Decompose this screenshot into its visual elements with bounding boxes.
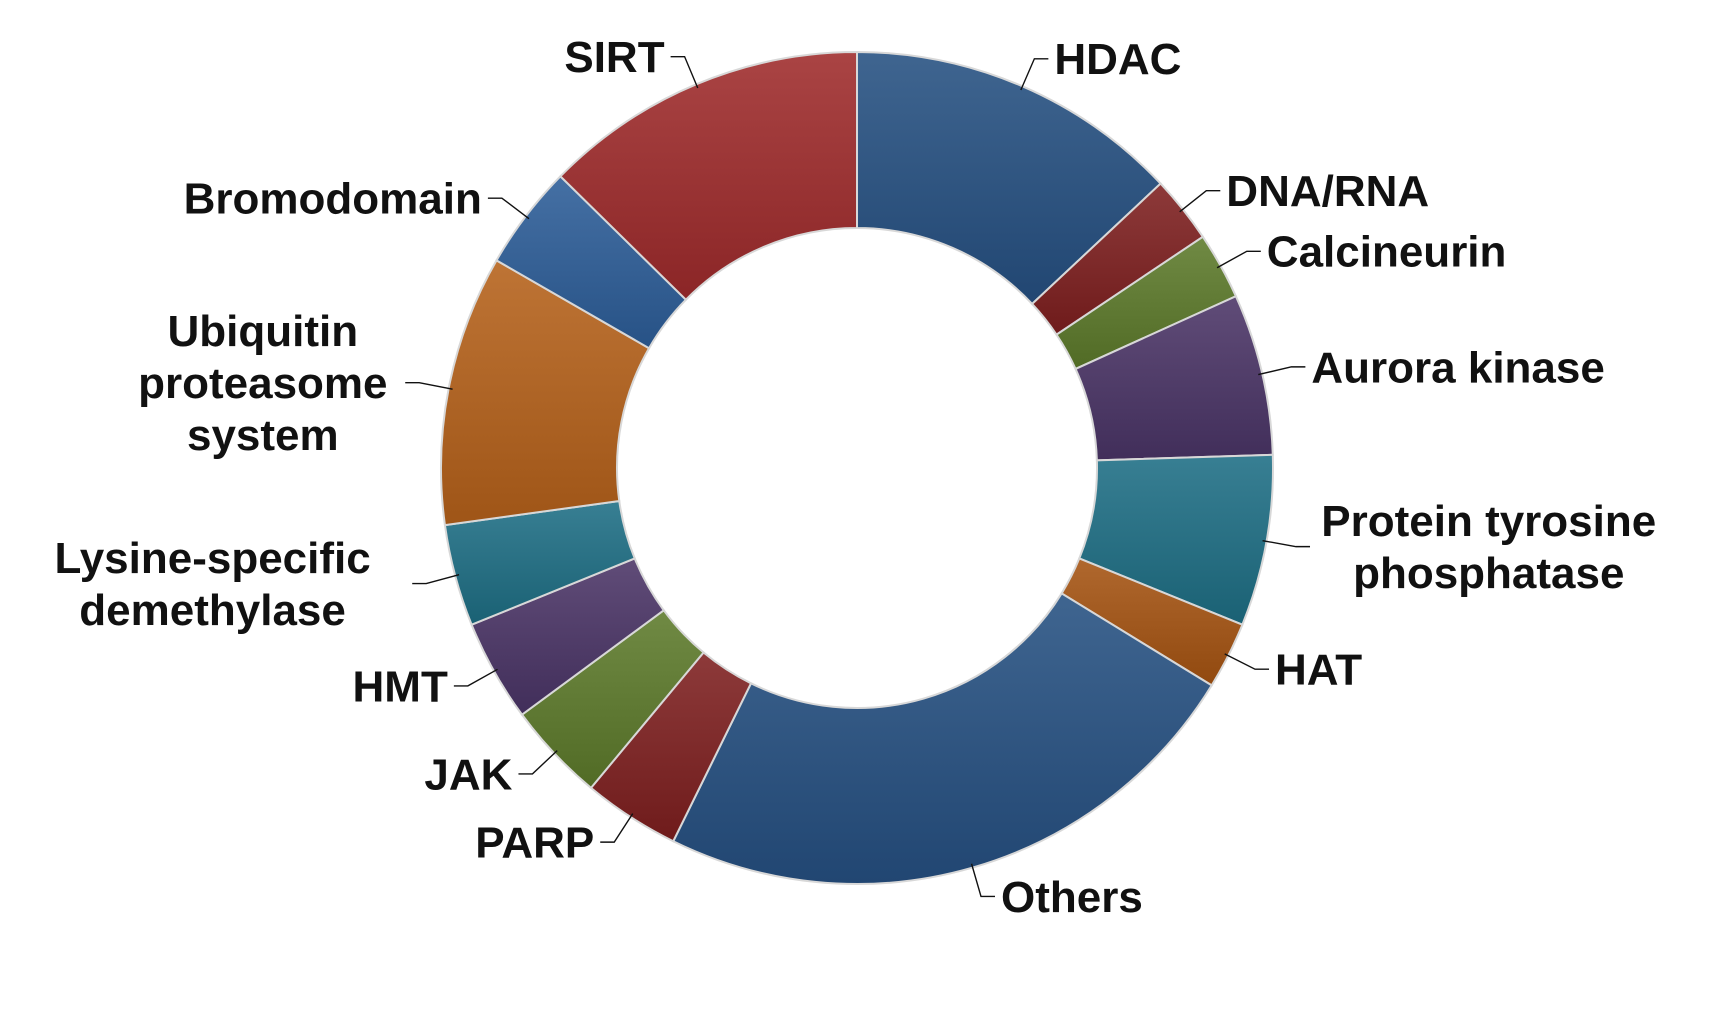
slice-label-dna-rna: DNA/RNA bbox=[1226, 167, 1429, 216]
slice-label-line: Aurora kinase bbox=[1311, 343, 1604, 392]
slice-label-others: Others bbox=[1001, 873, 1143, 922]
slice-others bbox=[671, 592, 1214, 885]
slice-label-line: Calcineurin bbox=[1267, 228, 1507, 277]
slice-label-line: Bromodomain bbox=[184, 175, 482, 224]
slice-label-line: PARP bbox=[475, 819, 594, 868]
leader-line-parp bbox=[600, 813, 634, 843]
leader-line-protein-tyrosine-phosphatase bbox=[1262, 539, 1311, 548]
slice-label-hmt: HMT bbox=[353, 662, 448, 711]
slice-label-line: SIRT bbox=[564, 33, 664, 82]
slice-label-line: HAT bbox=[1275, 646, 1362, 695]
leader-line-hat bbox=[1224, 653, 1270, 670]
leader-line-sirt bbox=[670, 55, 699, 89]
slice-label-line: Others bbox=[1001, 873, 1143, 922]
slice-label-ubiquitin-proteasome-system: Ubiquitin proteasome system bbox=[138, 307, 387, 460]
slice-label-line: JAK bbox=[424, 750, 512, 799]
labels-layer: HDAC DNA/RNA Calcineurin Aurora kinase Prote… bbox=[54, 33, 1656, 922]
slice-label-jak: JAK bbox=[424, 750, 512, 799]
slice-label-line: Protein tyrosine bbox=[1321, 497, 1656, 546]
slice-label-line: demethylase bbox=[79, 586, 346, 635]
slice-label-protein-tyrosine-phosphatase: Protein tyrosine phosphatase bbox=[1321, 497, 1656, 598]
slice-label-line: Lysine-specific bbox=[54, 534, 370, 583]
slice-label-line: proteasome bbox=[138, 359, 387, 408]
leader-line-calcineurin bbox=[1216, 250, 1261, 269]
slice-label-parp: PARP bbox=[475, 819, 594, 868]
slice-sirt bbox=[558, 50, 858, 302]
slice-label-line: system bbox=[187, 411, 339, 460]
slice-label-line: HDAC bbox=[1054, 35, 1181, 84]
slice-label-bromodomain: Bromodomain bbox=[184, 175, 482, 224]
slice-label-line: HMT bbox=[353, 662, 448, 711]
slice-label-hat: HAT bbox=[1275, 646, 1362, 695]
slice-label-lysine-specific-demethylase: Lysine-specific demethylase bbox=[54, 534, 370, 635]
leader-line-hmt bbox=[453, 668, 498, 687]
leader-line-dna-rna bbox=[1179, 189, 1221, 213]
slice-label-aurora-kinase: Aurora kinase bbox=[1311, 343, 1604, 392]
leader-line-lysine-specific-demethylase bbox=[412, 574, 460, 585]
leader-lines-layer bbox=[405, 55, 1311, 898]
slice-label-line: DNA/RNA bbox=[1226, 167, 1429, 216]
slice-label-line: Ubiquitin bbox=[168, 307, 359, 356]
slice-label-hdac: HDAC bbox=[1054, 35, 1181, 84]
slice-label-sirt: SIRT bbox=[564, 33, 664, 82]
leader-line-ubiquitin-proteasome-system bbox=[405, 382, 453, 390]
slice-label-line: phosphatase bbox=[1353, 549, 1624, 598]
leader-line-others bbox=[970, 863, 996, 898]
slice-hdac bbox=[856, 50, 1162, 306]
leader-line-hdac bbox=[1020, 58, 1049, 91]
slice-label-calcineurin: Calcineurin bbox=[1267, 228, 1507, 277]
leader-line-aurora-kinase bbox=[1258, 366, 1306, 376]
leader-line-jak bbox=[518, 750, 558, 775]
slices-layer bbox=[440, 50, 1274, 885]
leader-line-bromodomain bbox=[487, 197, 530, 220]
